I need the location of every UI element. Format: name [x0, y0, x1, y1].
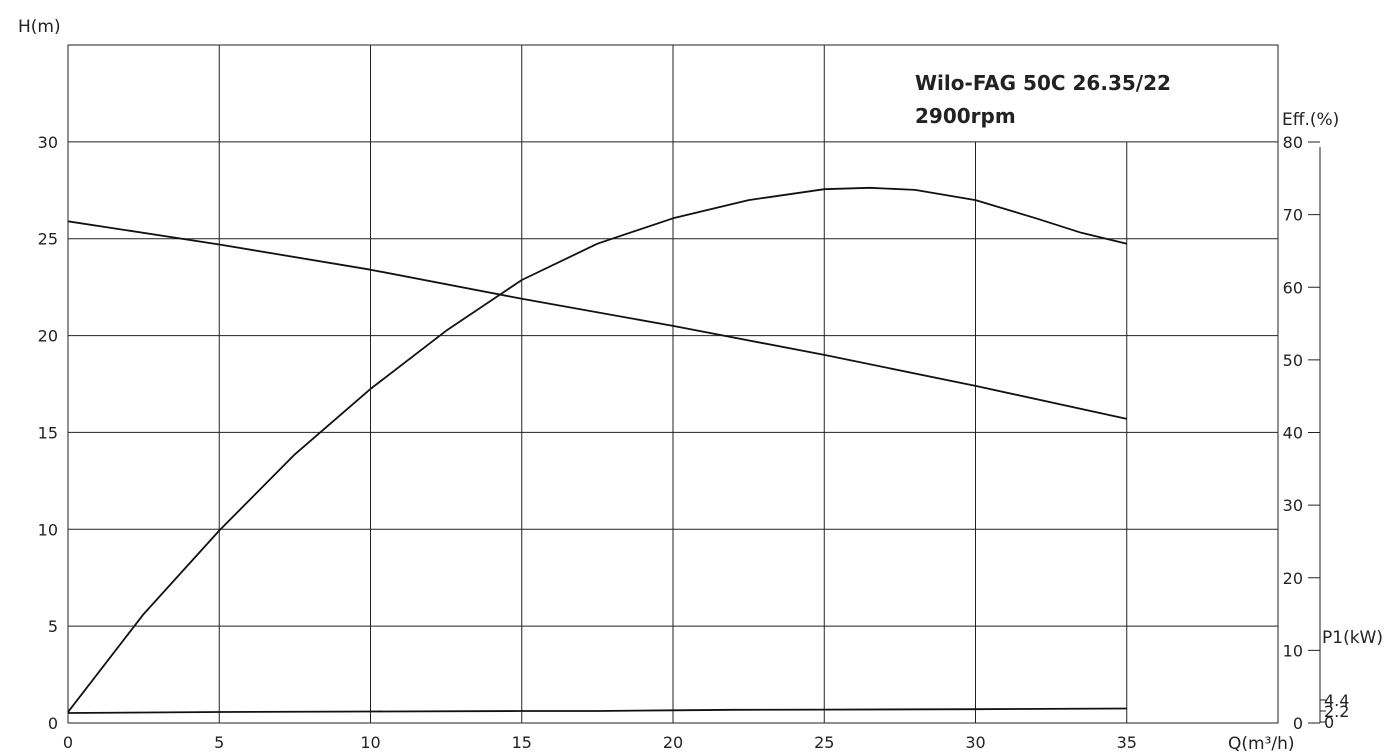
efficiency-tick-label: 60 — [1283, 278, 1303, 297]
power-tick-label: 2.2 — [1324, 702, 1349, 721]
head-tick-label: 5 — [48, 617, 58, 636]
head-tick-label: 20 — [38, 327, 58, 346]
plot-frame — [67, 44, 1279, 724]
efficiency-tick-label: 30 — [1283, 496, 1303, 515]
head-tick-label: 15 — [38, 423, 58, 442]
power-tick-label: 0 — [1324, 713, 1334, 732]
efficiency-tick-label: 10 — [1283, 641, 1303, 660]
chart-title-model: Wilo-FAG 50C 26.35/22 — [915, 71, 1171, 95]
tick-labels: 0 5 10 15 20 25 30 0 5 10 15 20 25 30 35 0 10 20 30 40 50 60 7… — [38, 133, 1350, 752]
head-tick-label: 25 — [38, 230, 58, 249]
power-axis-label: P1(kW) — [1322, 628, 1383, 648]
flow-tick-label: 0 — [63, 733, 73, 752]
flow-tick-label: 35 — [1117, 733, 1137, 752]
grid-lines — [68, 45, 1278, 723]
power-curve — [67, 707, 1127, 714]
flow-tick-label: 25 — [814, 733, 834, 752]
efficiency-tick-label: 50 — [1283, 351, 1303, 370]
head-tick-label: 30 — [38, 133, 58, 152]
flow-tick-label: 20 — [663, 733, 683, 752]
efficiency-tick-label: 0 — [1293, 714, 1303, 733]
flow-tick-label: 30 — [965, 733, 985, 752]
efficiency-tick-label: 40 — [1283, 424, 1303, 443]
chart-title-speed: 2900rpm — [915, 104, 1016, 128]
efficiency-axis-label: Eff.(%) — [1282, 110, 1339, 130]
flow-tick-label: 10 — [360, 733, 380, 752]
efficiency-tick-label: 80 — [1283, 133, 1303, 152]
flow-tick-label: 5 — [214, 733, 224, 752]
series-curves — [67, 186, 1128, 714]
axes — [67, 44, 1326, 724]
efficiency-curve — [67, 186, 1128, 713]
efficiency-tick-label: 20 — [1283, 569, 1303, 588]
efficiency-tick-label: 70 — [1283, 206, 1303, 225]
flow-tick-label: 15 — [512, 733, 532, 752]
head-tick-label: 10 — [38, 520, 58, 539]
power-tick-label: 4.4 — [1324, 691, 1349, 710]
flow-axis-label: Q(m³/h) — [1228, 734, 1295, 753]
head-curve — [67, 220, 1127, 420]
head-tick-label: 0 — [48, 714, 58, 733]
head-axis-label: H(m) — [18, 17, 61, 37]
